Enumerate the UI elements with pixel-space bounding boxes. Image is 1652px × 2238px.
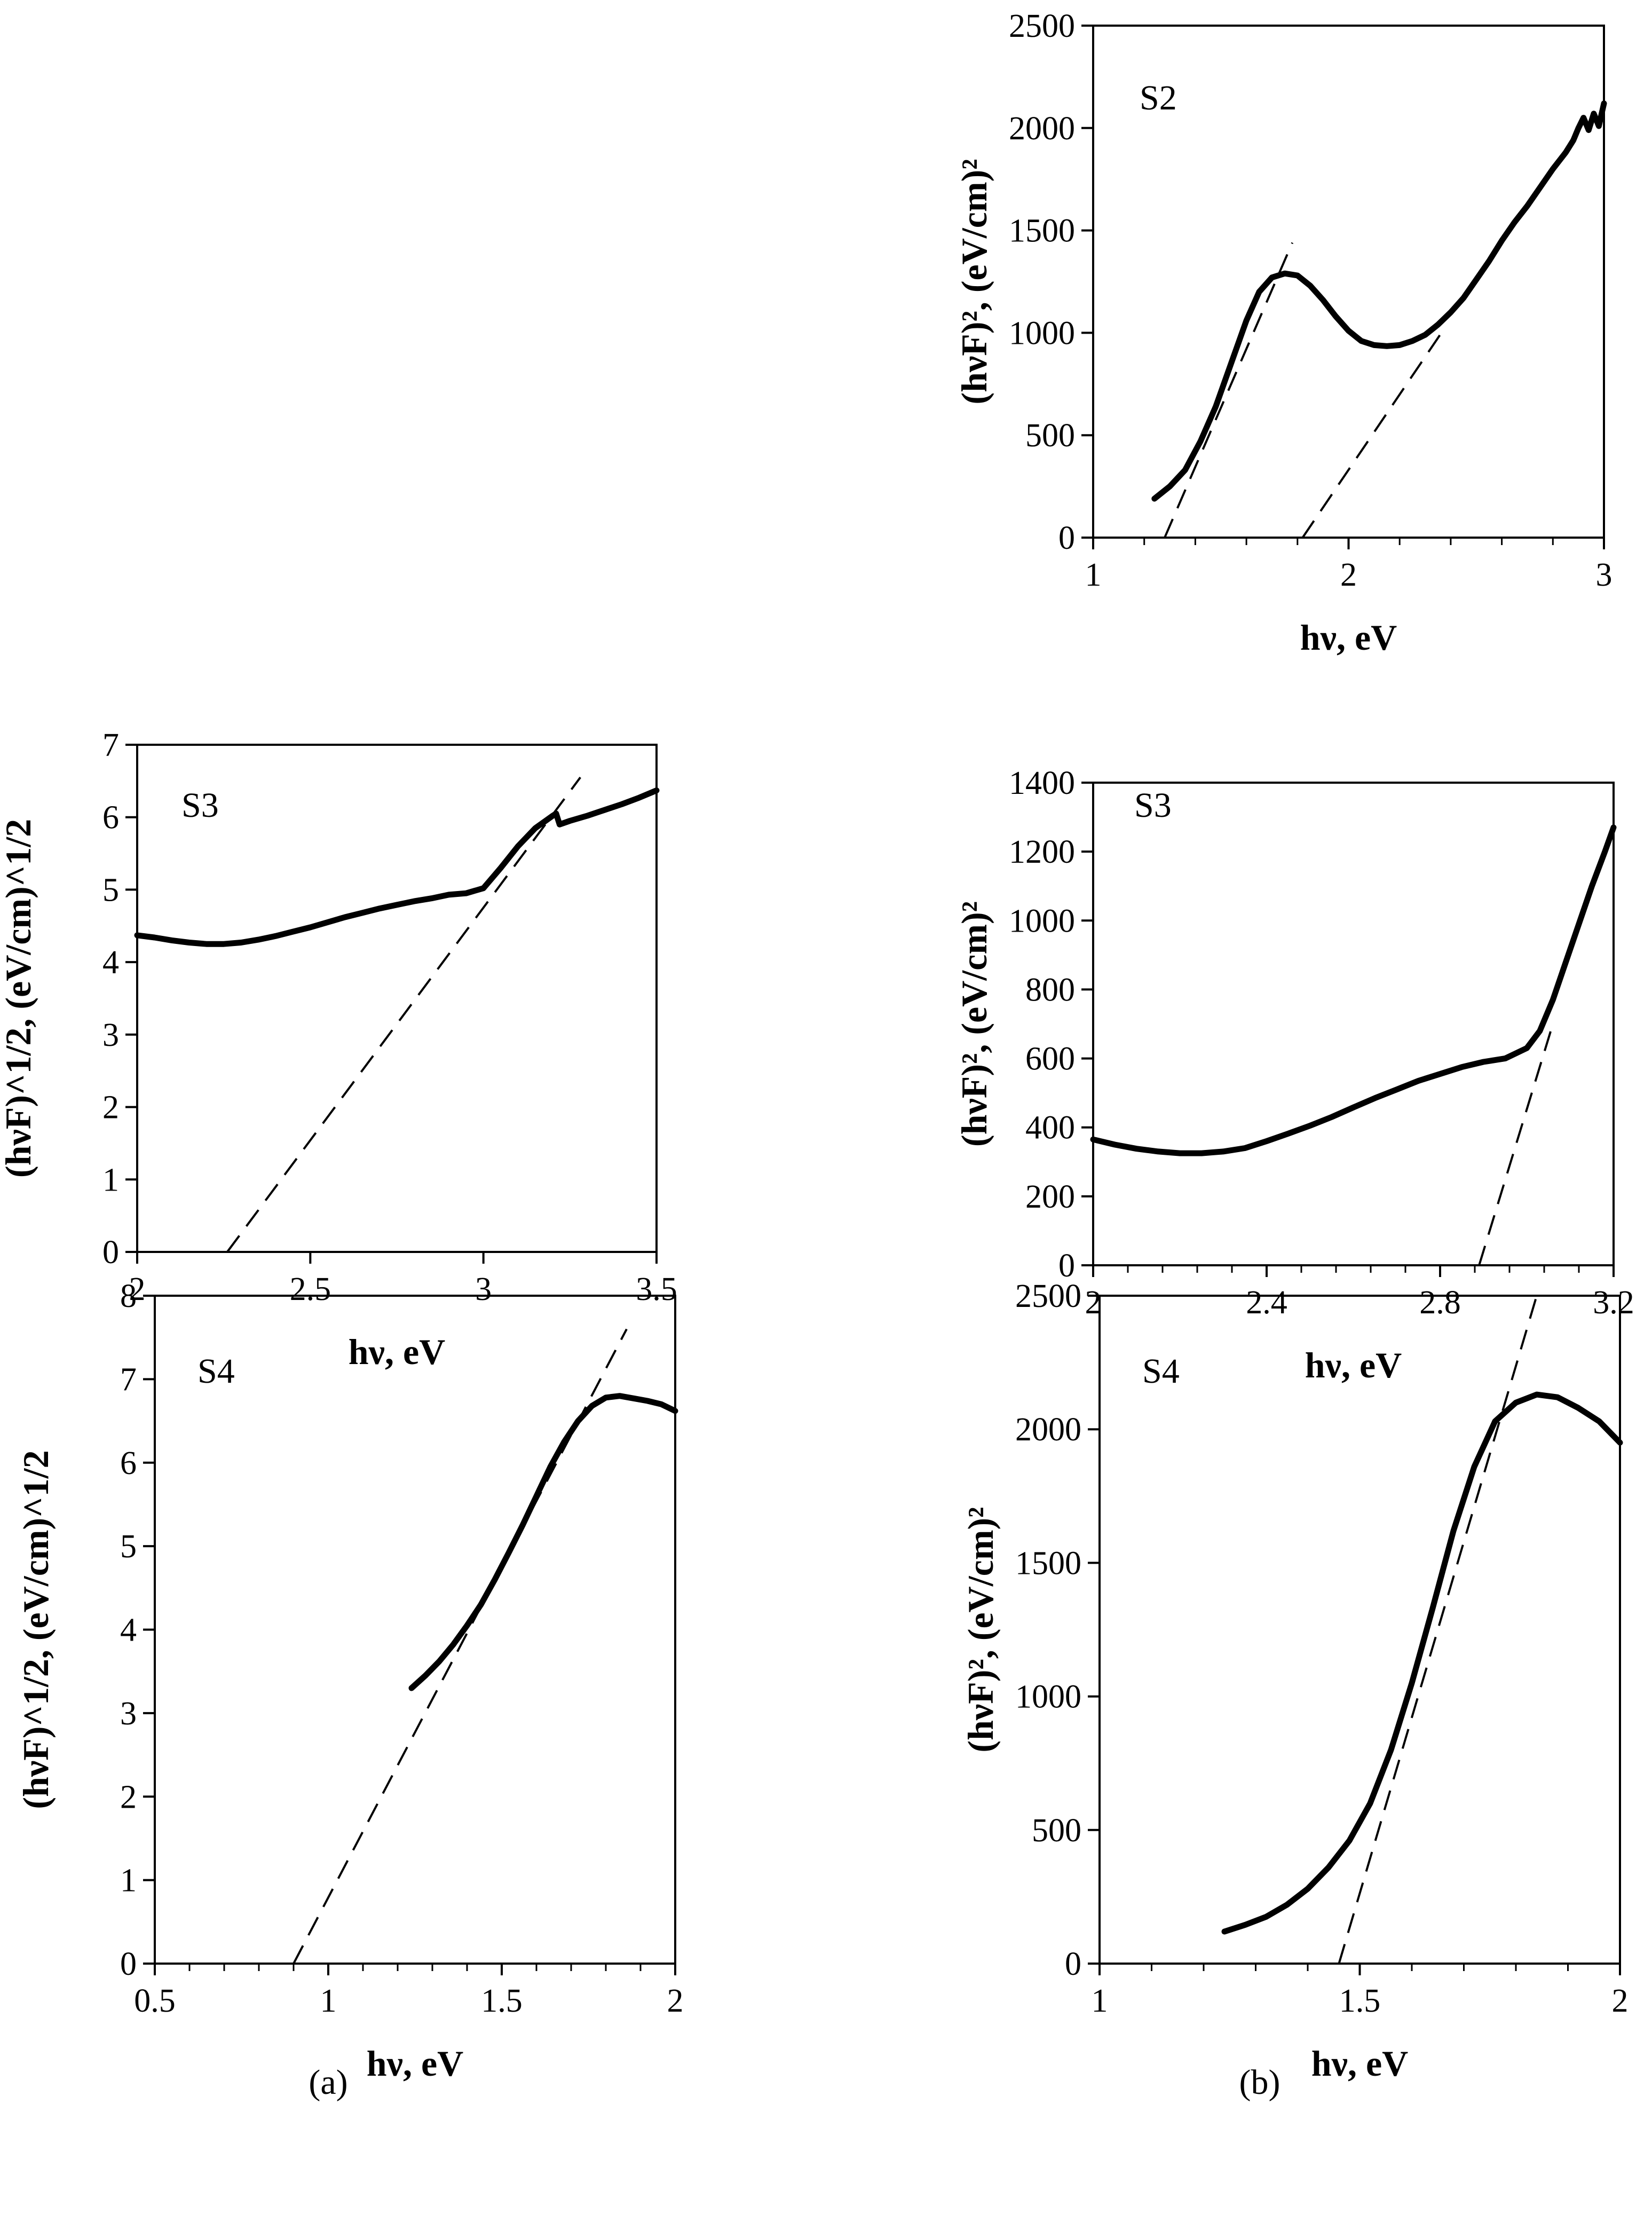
y-axis-title: (hνF)^1/2, (eV/cm)^1/2 <box>15 1450 56 1809</box>
x-tick-label: 3.5 <box>636 1271 677 1307</box>
y-axis-title: (hνF)^1/2, (eV/cm)^1/2 <box>0 819 38 1178</box>
x-axis-title: hν, eV <box>1300 617 1397 658</box>
y-tick-label: 5 <box>120 1528 137 1565</box>
tangent-line <box>226 776 581 1253</box>
x-tick-label: 1 <box>1085 557 1102 593</box>
chart-b-s4: 1 1.5 2 0 500 1000 1500 2000 2500 hν, eV (hνF)², (… <box>960 1278 1629 2084</box>
chart-b-s2: 1 2 3 0 500 1000 1500 2000 2500 hν, eV (hνF)², (eV… <box>954 8 1613 658</box>
data-line <box>1090 824 1617 1156</box>
y-tick-label: 1500 <box>1015 1545 1081 1581</box>
data-line <box>1151 100 1607 502</box>
y-tick-label: 1 <box>102 1162 119 1198</box>
y-axis-title: (hνF)², (eV/cm)² <box>954 159 994 404</box>
y-tick-label: 5 <box>102 872 119 908</box>
x-tick-label: 1 <box>320 1983 337 2019</box>
x-tick-label: 2 <box>667 1983 684 2019</box>
x-tick-label: 1.5 <box>1339 1983 1381 2019</box>
plot-frame <box>154 1295 676 1965</box>
x-tick-label: 1 <box>1092 1983 1108 2019</box>
tangent-line <box>293 1328 628 1964</box>
x-tick-label: 2 <box>129 1271 146 1307</box>
x-axis-title: hν, eV <box>1305 1345 1402 1385</box>
y-tick-label: 0 <box>102 1234 119 1271</box>
y-tick-label: 6 <box>120 1445 137 1482</box>
y-tick-label: 500 <box>1032 1813 1081 1849</box>
plot-frame <box>1092 782 1615 1266</box>
x-tick-label: 2 <box>1340 557 1357 593</box>
x-tick-label: 2.8 <box>1419 1285 1461 1321</box>
y-tick-label: 1500 <box>1009 213 1075 249</box>
tangent-line <box>1478 1023 1554 1266</box>
y-tick-label: 3 <box>120 1696 137 1732</box>
data-line <box>408 1393 678 1691</box>
panel-label: S4 <box>197 1352 235 1391</box>
y-tick-label: 4 <box>120 1612 137 1649</box>
y-tick-label: 400 <box>1025 1110 1075 1146</box>
y-axis-title: (hνF)², (eV/cm)² <box>960 1507 1001 1752</box>
x-tick-label: 2 <box>1612 1983 1629 2019</box>
y-tick-label: 2500 <box>1015 1278 1081 1314</box>
tangent-line <box>1301 326 1447 539</box>
y-tick-label: 2000 <box>1009 111 1075 147</box>
y-tick-label: 1 <box>120 1863 137 1899</box>
sub-label-b: (b) <box>1239 2063 1281 2102</box>
y-tick-label: 0 <box>120 1946 137 1982</box>
x-tick-label: 3.2 <box>1593 1285 1634 1321</box>
data-line <box>1221 1391 1623 1935</box>
x-axis-title: hν, eV <box>349 1331 446 1372</box>
y-tick-label: 1000 <box>1009 903 1075 939</box>
x-tick-label: 2.5 <box>290 1271 331 1307</box>
y-tick-label: 600 <box>1025 1041 1075 1077</box>
y-tick-label: 3 <box>102 1017 119 1053</box>
panel-label: S4 <box>1142 1352 1180 1391</box>
y-tick-label: 8 <box>120 1278 137 1314</box>
y-tick-label: 1000 <box>1009 315 1075 351</box>
y-tick-label: 2 <box>102 1090 119 1126</box>
x-tick-label: 2.4 <box>1246 1285 1287 1321</box>
y-tick-label: 7 <box>102 727 119 763</box>
y-tick-label: 500 <box>1025 417 1075 454</box>
y-tick-label: 1200 <box>1009 834 1075 870</box>
tangent-line <box>1338 1295 1538 1964</box>
y-tick-label: 1400 <box>1009 765 1075 801</box>
x-tick-label: 0.5 <box>134 1983 176 2019</box>
panel-label: S2 <box>1140 78 1177 117</box>
data-line <box>134 787 660 947</box>
chart-a-s3: 2 2.5 3 3.5 0 1 2 3 4 5 6 7 hν, eV (hνF)^1/2, (eV/cm)… <box>0 727 677 1372</box>
x-tick-label: 3 <box>1596 557 1613 593</box>
chart-a-s4: 0.5 1 1.5 2 0 1 2 3 4 5 6 7 8 hν, eV (hνF)^1/2, (eV/cm… <box>15 1278 684 2084</box>
x-tick-label: 3 <box>475 1271 492 1307</box>
x-axis-title: hν, eV <box>1311 2043 1409 2084</box>
y-tick-label: 0 <box>1065 1946 1081 1982</box>
plot-frame <box>136 744 658 1253</box>
y-tick-label: 1000 <box>1015 1679 1081 1715</box>
sub-label-a: (a) <box>309 2063 347 2102</box>
x-tick-label: 1.5 <box>481 1983 523 2019</box>
tangent-line <box>1164 242 1294 538</box>
y-tick-label: 0 <box>1058 1248 1075 1284</box>
y-tick-label: 2000 <box>1015 1412 1081 1448</box>
panel-label: S3 <box>1134 786 1172 825</box>
y-tick-label: 0 <box>1058 520 1075 556</box>
y-tick-label: 7 <box>120 1361 137 1398</box>
y-tick-label: 800 <box>1025 972 1075 1008</box>
panel-label: S3 <box>181 786 219 825</box>
y-tick-label: 4 <box>102 944 119 981</box>
x-axis-title: hν, eV <box>367 2043 464 2084</box>
y-tick-label: 2 <box>120 1779 137 1815</box>
y-tick-label: 2500 <box>1009 8 1075 44</box>
y-tick-label: 200 <box>1025 1179 1075 1215</box>
y-tick-label: 6 <box>102 800 119 836</box>
y-axis-title: (hνF)², (eV/cm)² <box>954 901 994 1147</box>
